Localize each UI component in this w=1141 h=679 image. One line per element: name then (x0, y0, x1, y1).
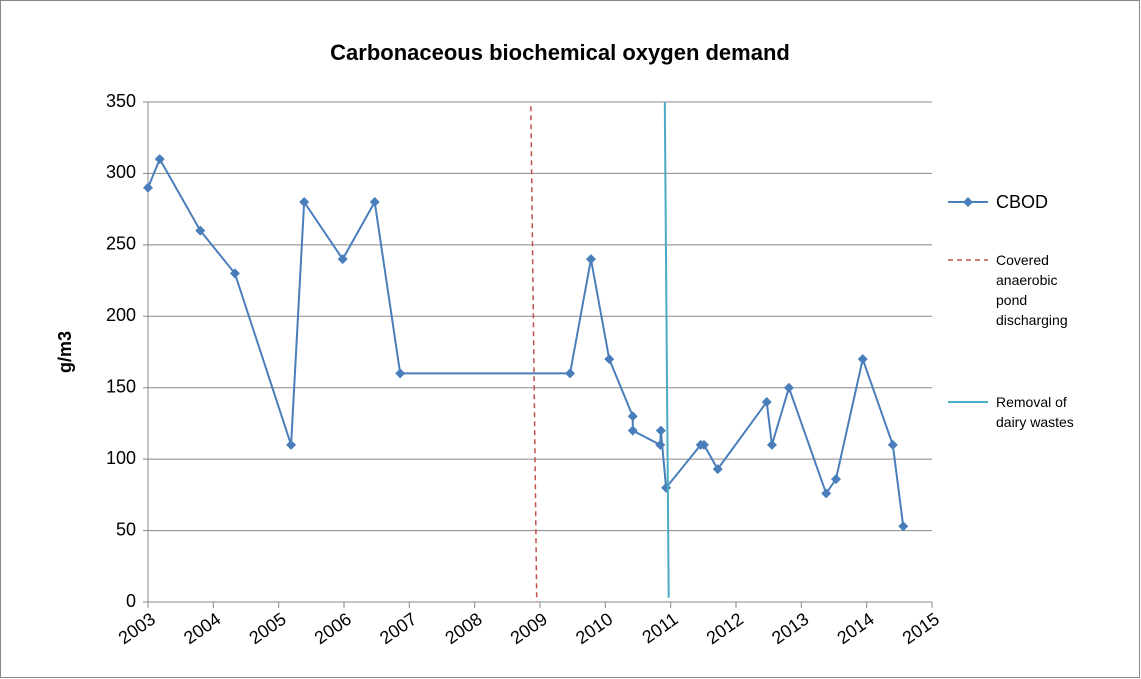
data-point (655, 439, 666, 450)
y-axis-label: g/m3 (55, 331, 75, 373)
data-point (395, 368, 406, 379)
data-point (783, 382, 794, 393)
data-point (195, 225, 206, 236)
data-point (898, 521, 909, 532)
data-point (830, 474, 841, 485)
series-line (663, 101, 670, 598)
data-point (712, 464, 723, 475)
y-tick-label: 150 (106, 376, 136, 396)
data-point (143, 182, 153, 193)
data-point (604, 354, 615, 365)
data-point (821, 488, 832, 499)
data-point (299, 197, 310, 207)
data-point (627, 411, 638, 422)
data-point (585, 254, 596, 265)
legend-label: Removal of dairy wastes (996, 394, 1074, 430)
y-tick-label: 50 (116, 519, 136, 539)
data-point (857, 354, 868, 365)
legend-label: Covered anaerobic pond discharging (996, 252, 1068, 328)
data-point (369, 197, 380, 207)
data-point (154, 154, 165, 165)
series-line (530, 106, 538, 603)
y-tick-label: 350 (106, 91, 136, 111)
data-point (337, 254, 348, 265)
data-point (698, 439, 709, 450)
data-point (565, 368, 576, 379)
y-tick-label: 250 (106, 234, 136, 254)
y-tick-label: 200 (106, 305, 136, 325)
legend-label: CBOD (996, 192, 1049, 212)
data-point (627, 425, 638, 436)
data-point (887, 439, 898, 450)
data-point (766, 439, 777, 450)
y-tick-label: 0 (126, 591, 136, 611)
y-tick-label: 100 (106, 448, 136, 468)
legend-marker (963, 197, 973, 207)
data-point (761, 397, 772, 407)
data-point (286, 439, 297, 450)
y-tick-label: 300 (106, 162, 136, 182)
data-point (655, 425, 666, 436)
series-line (147, 156, 905, 527)
data-point (229, 268, 240, 279)
chart-title: Carbonaceous biochemical oxygen demand (330, 40, 790, 65)
